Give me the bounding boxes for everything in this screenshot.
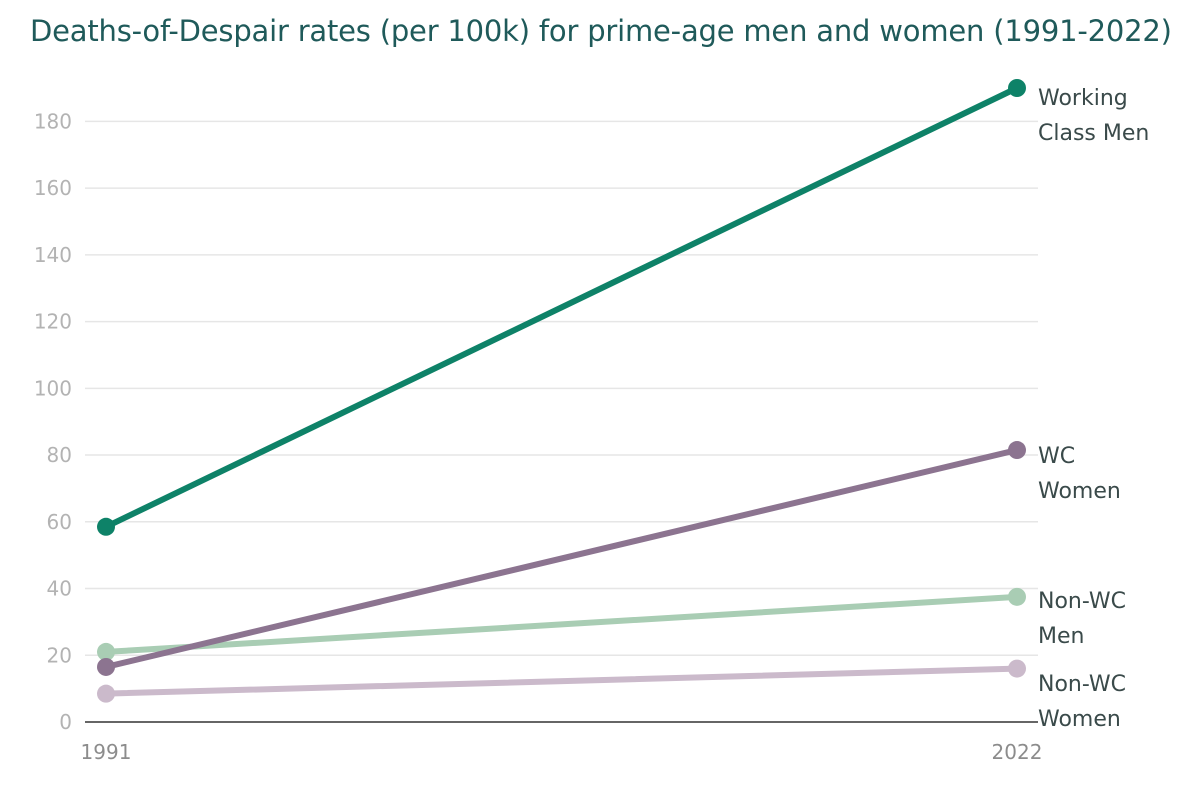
data-point-non-wc-women-1991: [97, 684, 115, 703]
y-tick-label: 140: [34, 243, 72, 267]
data-point-non-wc-men-2022: [1008, 587, 1026, 606]
y-tick-label: 0: [59, 710, 72, 734]
data-point-non-wc-women-2022: [1008, 659, 1026, 678]
series-label-non-wc-men: Non-WC Men: [1038, 589, 1126, 649]
series-label-wc-women: WC Women: [1038, 444, 1121, 504]
data-point-working-class-men-1991: [97, 517, 115, 536]
x-tick-label: 1991: [81, 740, 132, 764]
gridlines: [85, 120, 1038, 657]
series-lines: [97, 79, 1026, 703]
chart-title: Deaths-of-Despair rates (per 100k) for p…: [30, 14, 1172, 48]
y-tick-label: 80: [47, 443, 72, 467]
series-label-non-wc-women: Non-WC Women: [1038, 672, 1126, 732]
y-tick-label: 60: [47, 510, 72, 534]
y-axis: 0 20 40 60 80 100 120 140 160 180: [34, 109, 72, 734]
series-label-working-class-men: Working Class Men: [1038, 86, 1149, 146]
y-tick-label: 180: [34, 109, 72, 133]
series-line-non-wc-men: [103, 593, 1020, 655]
data-point-non-wc-men-1991: [97, 642, 115, 661]
data-point-wc-women-1991: [97, 657, 115, 676]
series-line-working-class-men: [103, 85, 1020, 530]
x-axis: 1991 2022: [81, 721, 1043, 764]
x-tick-label: 2022: [992, 740, 1043, 764]
y-tick-label: 20: [47, 643, 72, 667]
data-point-wc-women-2022: [1008, 441, 1026, 460]
series-line-non-wc-women: [103, 665, 1020, 697]
y-tick-label: 40: [47, 577, 72, 601]
y-tick-label: 160: [34, 176, 72, 200]
y-tick-label: 100: [34, 376, 72, 400]
series-line-wc-women: [103, 447, 1020, 670]
series-labels: Non-WC Women Non-WC Men WC Women Working Class …: [1038, 86, 1149, 732]
y-tick-label: 120: [34, 310, 72, 334]
data-point-working-class-men-2022: [1008, 79, 1026, 97]
